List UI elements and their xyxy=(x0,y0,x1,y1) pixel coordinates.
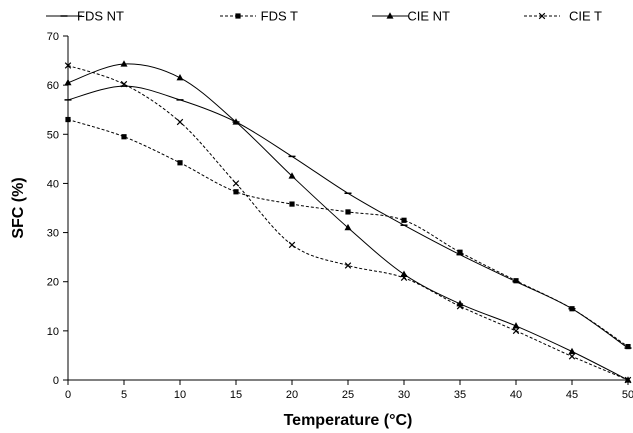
y-tick-label: 70 xyxy=(47,31,59,43)
legend-item: CIE T xyxy=(524,9,602,24)
data-point xyxy=(400,274,408,282)
x-tick-label: 20 xyxy=(286,389,298,401)
data-point xyxy=(344,262,352,269)
y-axis: 0 10 20 30 40 50 60 70 xyxy=(47,31,68,387)
series-line xyxy=(67,119,629,348)
series-line xyxy=(67,65,629,381)
x-tick-label: 10 xyxy=(174,389,186,401)
data-point xyxy=(177,160,183,166)
legend-label: CIE NT xyxy=(407,9,450,24)
x-tick-label: 45 xyxy=(566,389,578,401)
data-point xyxy=(568,353,576,360)
legend-label: FDS NT xyxy=(77,9,124,24)
data-point xyxy=(569,306,575,312)
series-fds-nt xyxy=(64,85,632,349)
data-point xyxy=(232,180,240,187)
data-point xyxy=(64,78,72,86)
data-point xyxy=(233,189,239,195)
series-cie-t xyxy=(64,62,632,384)
series-line xyxy=(67,63,629,381)
x-axis-title: Temperature (°C) xyxy=(284,412,413,429)
x-tick-label: 40 xyxy=(510,389,522,401)
data-point xyxy=(624,376,632,384)
x-tick-label: 30 xyxy=(398,389,410,401)
x-axis: 0 5 10 15 20 25 30 35 40 45 50 xyxy=(65,380,633,401)
x-tick-label: 35 xyxy=(454,389,466,401)
legend-label: CIE T xyxy=(569,9,602,24)
y-tick-label: 60 xyxy=(47,80,59,92)
legend: FDS NT FDS T CIE NT CIE T xyxy=(46,9,602,24)
data-point xyxy=(121,134,127,140)
y-tick-label: 50 xyxy=(47,129,59,141)
data-point xyxy=(345,209,351,215)
data-point xyxy=(457,249,463,255)
data-point xyxy=(65,116,71,123)
legend-swatch-marker xyxy=(538,12,546,20)
x-tick-label: 0 xyxy=(65,389,71,401)
x-tick-label: 25 xyxy=(342,389,354,401)
data-point xyxy=(344,223,352,231)
data-point xyxy=(625,343,631,350)
data-point xyxy=(512,322,520,329)
legend-swatch-marker xyxy=(386,12,394,19)
y-axis-title: SFC (%) xyxy=(10,177,27,238)
data-point xyxy=(64,62,72,69)
data-point xyxy=(456,303,464,310)
data-point xyxy=(513,278,519,284)
x-tick-label: 5 xyxy=(121,389,127,401)
legend-item: FDS T xyxy=(220,9,298,24)
x-tick-label: 15 xyxy=(230,389,242,401)
plot-area: 0 5 10 15 20 25 30 35 40 45 50 0 10 20 30 40 50 60 70 xyxy=(47,31,633,401)
legend-item: FDS NT xyxy=(46,9,124,24)
series-layer xyxy=(64,60,632,384)
x-tick-label: 50 xyxy=(622,389,633,401)
series-cie-nt xyxy=(64,60,632,383)
legend-label: FDS T xyxy=(261,9,298,24)
data-point xyxy=(401,217,407,223)
y-tick-label: 10 xyxy=(47,326,59,338)
series-fds-t xyxy=(65,116,631,350)
y-tick-label: 30 xyxy=(47,228,59,240)
legend-item: CIE NT xyxy=(372,9,450,24)
data-point xyxy=(176,73,184,81)
data-point xyxy=(288,241,296,249)
legend-swatch-marker xyxy=(235,13,241,19)
y-tick-label: 0 xyxy=(53,375,59,387)
series-line xyxy=(67,85,629,349)
y-tick-label: 40 xyxy=(47,178,59,190)
data-point xyxy=(232,118,240,125)
data-point xyxy=(120,60,128,67)
data-point xyxy=(120,80,128,88)
data-point xyxy=(568,347,576,355)
data-point xyxy=(512,327,520,335)
data-point xyxy=(289,201,295,207)
data-point xyxy=(176,118,184,126)
data-point xyxy=(288,172,296,179)
y-tick-label: 20 xyxy=(47,277,59,289)
